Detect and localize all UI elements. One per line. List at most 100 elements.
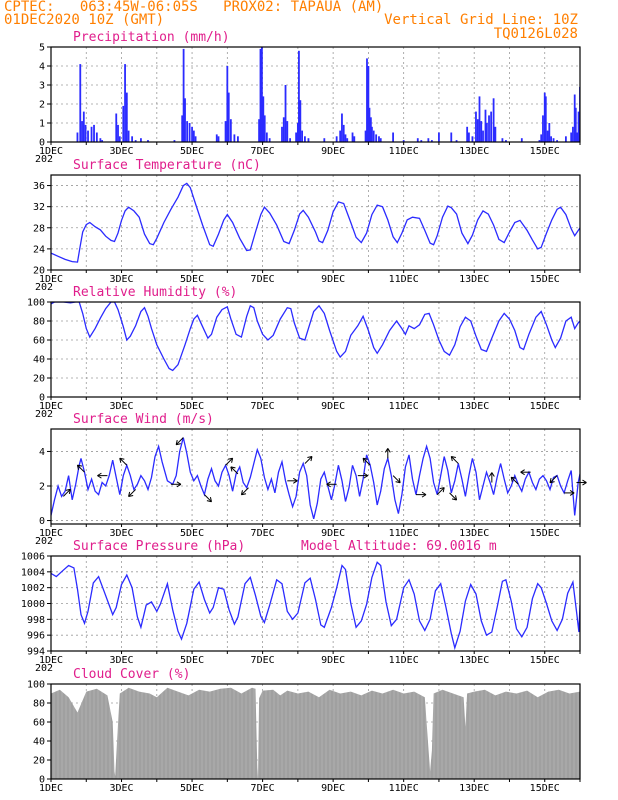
wind-arrow — [230, 466, 239, 475]
precip-panel: 0 1 2 3 4 5 1DEC 3DEC 5DEC 7DEC 9DEC 11DEC 13DEC 15DE… — [35, 30, 581, 165]
x-tick-label: 1DEC — [39, 401, 63, 412]
wind-arrow — [576, 479, 587, 486]
precip-bar — [548, 123, 551, 142]
wind-arrow-head — [241, 493, 247, 496]
y-tick-label: 24 — [33, 244, 45, 255]
precip-bar — [371, 126, 373, 142]
x-tick-label: 13DEC — [459, 528, 489, 539]
wind-arrow-head — [362, 457, 368, 460]
precip-bar — [131, 136, 134, 142]
precip-bar — [378, 136, 380, 142]
wind-arrow-head — [227, 457, 233, 460]
precip-bar — [372, 130, 375, 142]
y-tick-label: 20 — [33, 266, 45, 277]
precip-bar — [237, 136, 239, 142]
wind-arrow-head — [307, 455, 313, 459]
precip-bar — [546, 130, 549, 142]
wind-arrow-head — [240, 490, 243, 495]
precip-bar — [339, 130, 342, 142]
y-tick-label: 32 — [33, 202, 45, 213]
pres-panel: 994 996 998 1000 1002 1004 1006 1DEC 3DEC 5DEC 7DE… — [21, 539, 581, 674]
x-tick-label: 7DEC — [251, 655, 275, 666]
precip-bar — [192, 130, 195, 142]
x-tick-label: 7DEC — [251, 274, 275, 285]
wind-arrow — [450, 455, 459, 464]
precip-bar — [505, 140, 507, 142]
precip-bar — [194, 136, 197, 142]
wind-arrow-head — [128, 491, 131, 497]
precip-bar — [353, 136, 356, 142]
wind-arrow-head — [310, 456, 313, 462]
wind-arrow-head — [76, 464, 79, 470]
precip-bar — [543, 92, 546, 142]
wind-data — [51, 437, 580, 519]
wind-arrow-head — [549, 481, 555, 484]
x-tick-label: 7DEC — [251, 783, 275, 794]
x-tick-label: 11DEC — [389, 655, 419, 666]
precip-bar — [455, 140, 458, 142]
wind-arrow-head — [293, 480, 298, 484]
wind-arrow-shaft — [204, 494, 212, 503]
x-tick-label: 15DEC — [530, 274, 560, 285]
cloud-title: Cloud Cover (%) — [73, 667, 190, 682]
precip-bar — [281, 126, 283, 142]
precip-bar — [289, 138, 292, 142]
y-tick-label: 60 — [33, 336, 45, 347]
precip-bar — [341, 113, 343, 142]
wind-arrow-shaft — [241, 487, 249, 496]
wind-arrow-head — [326, 483, 331, 488]
precip-bar — [379, 138, 382, 142]
wind-arrow-head — [398, 477, 401, 483]
rh-title: Relative Humidity (%) — [73, 285, 237, 300]
wind-arrow-shaft — [77, 464, 85, 473]
header-grid-note: Vertical Grid Line: 10Z — [384, 12, 578, 28]
precip-bar — [494, 126, 497, 142]
y-tick-label: 1006 — [21, 552, 45, 563]
y-tick-label: 1002 — [21, 583, 45, 594]
precip-bar — [224, 121, 227, 142]
x-tick-label: 3DEC — [109, 274, 133, 285]
y-tick-label: 0 — [39, 516, 45, 527]
wind-arrow-head — [77, 464, 83, 467]
precip-bar — [366, 58, 368, 142]
precip-bar — [550, 136, 552, 142]
wind-arrow-head — [293, 477, 298, 482]
wind-arrow-shaft — [450, 456, 459, 464]
x-tick-label: 3DEC — [109, 401, 133, 412]
wind-arrow — [304, 455, 313, 464]
x-tick-label: 5DEC — [180, 528, 204, 539]
wind-arrow-shaft — [549, 475, 558, 484]
x-tick-label: 13DEC — [459, 655, 489, 666]
precip-bar — [420, 140, 423, 142]
precip-bar — [367, 66, 370, 142]
x-tick-label: 5DEC — [180, 146, 204, 157]
x-tick-label: 5DEC — [180, 401, 204, 412]
wind-arrow-head — [230, 466, 236, 469]
pres-line — [51, 561, 580, 651]
precip-bar — [304, 136, 306, 142]
rh-panel: 0 20 40 60 80 100 1DEC 3DEC 5DEC 7DEC 9DEC 11DEC 13D… — [27, 285, 581, 420]
precip-bar — [427, 138, 430, 142]
cloud-cover-area — [51, 687, 580, 779]
precip-bar — [173, 140, 176, 142]
y-tick-label: 2 — [39, 100, 45, 111]
precip-bar — [475, 111, 477, 142]
precip-bar — [191, 126, 193, 142]
precip-bar — [323, 138, 326, 142]
precip-bar — [79, 64, 82, 142]
x-tick-label: 15DEC — [530, 655, 560, 666]
precip-bar — [402, 140, 405, 142]
pres-data — [51, 561, 580, 651]
wind-arrow-shaft — [392, 475, 401, 484]
y-tick-label: 3 — [39, 81, 45, 92]
wind-arrow-head — [451, 498, 457, 501]
x-tick-label: 5DEC — [180, 783, 204, 794]
y-tick-label: 0 — [39, 775, 45, 786]
precip-bar — [307, 138, 310, 142]
wind-arrow-head — [363, 472, 369, 477]
wind-arrow-head — [68, 489, 71, 495]
y-tick-label: 60 — [33, 718, 45, 729]
temp-title: Surface Temperature (nC) — [73, 158, 261, 173]
precip-data — [76, 47, 580, 142]
precip-bar — [81, 121, 83, 142]
